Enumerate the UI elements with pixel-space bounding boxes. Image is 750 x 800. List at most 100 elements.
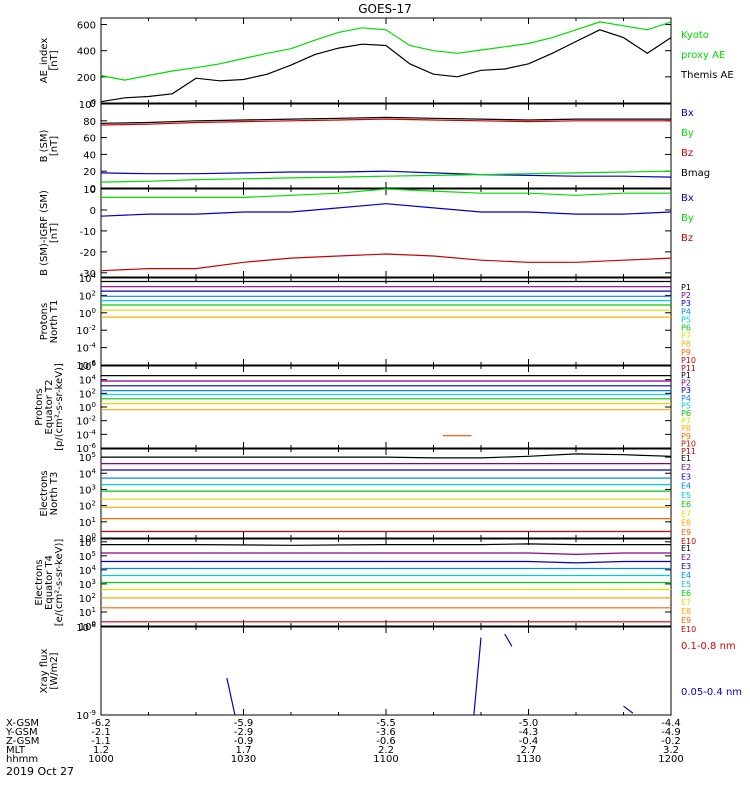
- legend-label: P9: [681, 432, 691, 441]
- legend-label: E10: [681, 537, 696, 546]
- y-tick-label: 10: [83, 185, 96, 196]
- plot-title: GOES-17: [358, 2, 412, 16]
- y-axis-label: Equator T4: [44, 555, 55, 610]
- y-tick-label: 100: [79, 401, 96, 414]
- x-axis-value: -4.9: [661, 727, 681, 738]
- legend-label: Bmag: [681, 168, 710, 179]
- legend-label: Bz: [681, 148, 693, 159]
- x-axis-value: -5.5: [376, 718, 396, 729]
- y-axis-label: B (SM): [39, 129, 50, 162]
- y-tick-label: 10-8: [76, 621, 96, 634]
- y-tick-label: 10-9: [76, 709, 96, 722]
- y-axis-label: [nT]: [49, 50, 60, 70]
- y-tick-label: 10-2: [76, 324, 96, 337]
- legend-label: E4: [681, 482, 691, 491]
- legend-label: P4: [681, 394, 691, 403]
- series-line-bx: [100, 170, 672, 178]
- legend-label: P10: [681, 356, 696, 365]
- legend-label: Bx: [681, 193, 694, 204]
- x-axis-value: 1000: [88, 754, 113, 765]
- legend-label: E5: [681, 580, 691, 589]
- legend-label: P5: [681, 401, 691, 410]
- legend-label: By: [681, 213, 694, 224]
- y-axis-label: B (SM)-IGRF (SM): [39, 190, 50, 276]
- series-line-themis-ae: [100, 29, 672, 103]
- y-tick-label: 10-6: [76, 359, 96, 372]
- y-tick-label: 100: [79, 307, 96, 320]
- series-line-by: [100, 170, 672, 183]
- y-tick-label: 101: [79, 606, 96, 619]
- y-tick-label: 80: [83, 117, 96, 128]
- x-axis-row-label: Z-GSM: [6, 736, 39, 747]
- y-tick-label: 102: [79, 387, 96, 400]
- x-axis-value: 1.2: [93, 745, 109, 756]
- x-axis-value: 3.2: [663, 745, 679, 756]
- y-tick-label: 20: [83, 167, 96, 178]
- y-axis-label: AE_index: [39, 38, 50, 84]
- legend-label: By: [681, 128, 694, 139]
- legend-label: E2: [681, 463, 691, 472]
- x-axis-value: -0.4: [519, 736, 539, 747]
- legend-label: P6: [681, 409, 691, 418]
- y-tick-label: 200: [77, 73, 96, 84]
- y-axis-label: [W/m2]: [49, 652, 60, 689]
- x-axis-value: -1.1: [91, 736, 111, 747]
- legend-label: P10: [681, 439, 696, 448]
- y-tick-label: 104: [79, 374, 97, 387]
- y-tick-label: 0: [90, 184, 96, 195]
- x-axis-value: 1100: [373, 754, 398, 765]
- series-line-e2: [101, 552, 671, 556]
- legend-label: P11: [681, 447, 696, 456]
- y-tick-label: 10-6: [76, 442, 96, 455]
- series-line-bx: [100, 203, 672, 217]
- x-axis-value: 1200: [658, 754, 683, 765]
- legend-label: Themis AE: [680, 70, 734, 81]
- y-tick-label: 100: [79, 98, 96, 111]
- legend-label: E9: [681, 528, 691, 537]
- y-axis-label: Electrons: [34, 559, 45, 605]
- series-line-bz: [100, 118, 671, 126]
- legend-label: E5: [681, 491, 691, 500]
- x-axis-value: -0.2: [661, 736, 681, 747]
- legend-label: P11: [681, 364, 696, 373]
- legend-label: Kyoto: [681, 30, 709, 41]
- x-axis-value: -5.9: [234, 718, 254, 729]
- y-axis-label: [p/(cm²-s-sr-keV)]: [54, 363, 65, 451]
- y-tick-label: 100: [79, 532, 96, 545]
- y-tick-label: 10-4: [76, 428, 96, 441]
- x-axis-row-label: X-GSM: [6, 718, 39, 729]
- y-axis-label: Protons: [34, 388, 45, 425]
- panel-xray: 10-9 10-8 Xray flux [W/m2] 0.1-0.8 nm 0.05-0.…: [39, 621, 742, 722]
- legend-label: P4: [681, 307, 691, 316]
- legend-label: P6: [681, 324, 691, 333]
- panel-frame: [100, 188, 672, 278]
- x-axis-row-label: Y-GSM: [5, 727, 38, 738]
- y-tick-label: -10: [80, 227, 96, 238]
- y-tick-label: 106: [79, 360, 97, 373]
- y-tick-label: 100: [79, 620, 96, 633]
- y-axis-label: North T3: [49, 472, 60, 516]
- legend-label: E9: [681, 616, 691, 625]
- x-axis-value: 2.2: [378, 745, 394, 756]
- legend-label: E6: [681, 500, 691, 509]
- legend-label: E7: [681, 598, 691, 607]
- series-line-e1: [101, 543, 671, 546]
- y-tick-label: 103: [79, 578, 96, 591]
- y-tick-label: 101: [79, 516, 96, 529]
- legend-label: P7: [681, 332, 691, 341]
- x-axis-value: 1030: [231, 754, 256, 765]
- panel-frame: [100, 365, 672, 449]
- series-line-e3: [101, 560, 671, 564]
- legend-label: P3: [681, 386, 691, 395]
- legend-label: E8: [681, 519, 691, 528]
- y-axis-label: Protons: [39, 303, 50, 340]
- legend-label: E4: [681, 571, 691, 580]
- y-axis-label: Xray flux: [39, 649, 50, 694]
- y-tick-label: 105: [79, 451, 96, 464]
- y-tick-label: 102: [79, 289, 96, 302]
- y-tick-label: 106: [79, 536, 97, 549]
